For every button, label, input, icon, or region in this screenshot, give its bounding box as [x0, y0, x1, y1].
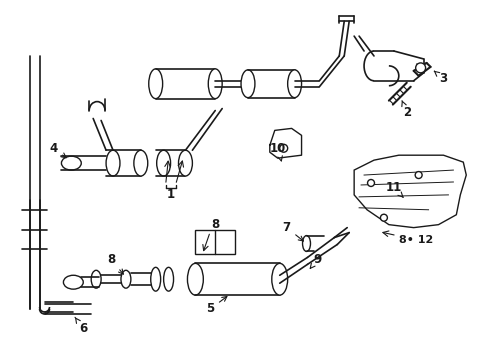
Ellipse shape [302, 235, 310, 251]
Text: 8: 8 [211, 218, 219, 231]
Circle shape [415, 63, 425, 73]
Bar [195, 230, 235, 255]
Ellipse shape [187, 264, 203, 295]
Ellipse shape [241, 70, 254, 98]
Text: 8: 8 [107, 253, 123, 274]
Text: 9: 9 [309, 253, 321, 269]
Ellipse shape [271, 264, 287, 295]
Ellipse shape [208, 69, 222, 99]
Ellipse shape [156, 150, 170, 176]
Text: 10: 10 [269, 142, 285, 161]
Text: 6: 6 [75, 317, 87, 336]
Polygon shape [353, 155, 466, 228]
Ellipse shape [287, 70, 301, 98]
Text: 4: 4 [49, 142, 66, 158]
Ellipse shape [163, 267, 173, 291]
Ellipse shape [61, 156, 81, 170]
Text: 2: 2 [401, 101, 410, 119]
Ellipse shape [134, 150, 147, 176]
Circle shape [279, 144, 287, 152]
Ellipse shape [148, 69, 163, 99]
Text: 8• 12: 8• 12 [398, 234, 432, 244]
Text: 11: 11 [385, 181, 403, 197]
Text: 3: 3 [433, 71, 447, 85]
Ellipse shape [150, 267, 161, 291]
Text: 7: 7 [282, 221, 303, 241]
Ellipse shape [63, 275, 83, 289]
Ellipse shape [106, 150, 120, 176]
Circle shape [367, 180, 374, 186]
Ellipse shape [91, 270, 101, 288]
Ellipse shape [178, 150, 192, 176]
Circle shape [414, 172, 421, 179]
Text: 1: 1 [166, 188, 174, 201]
Ellipse shape [121, 270, 131, 288]
Circle shape [380, 214, 386, 221]
Text: 5: 5 [206, 297, 226, 315]
